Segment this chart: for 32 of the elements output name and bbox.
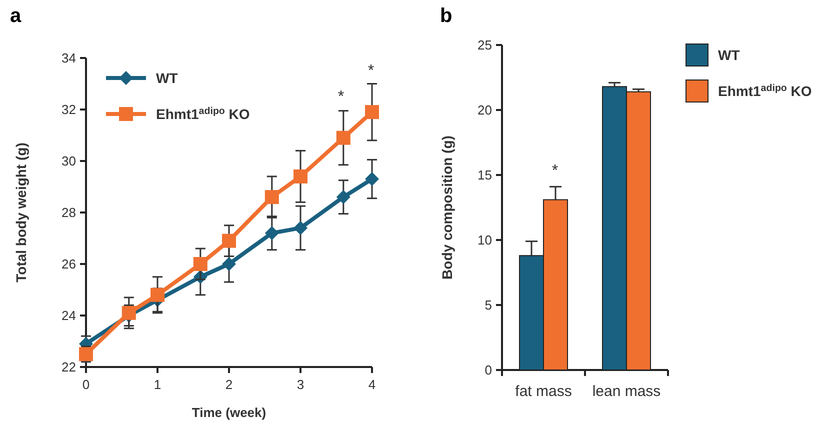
y-tick-label: 28: [62, 205, 76, 220]
x-axis-title: Time (week): [192, 405, 266, 420]
y-tick-label: 20: [478, 102, 492, 118]
annotation: *: [552, 162, 558, 180]
y-tick-label: 22: [62, 360, 76, 375]
x-tick-label: 3: [296, 377, 304, 392]
y-tick-label: 24: [62, 308, 76, 324]
chart-title: b: [440, 5, 452, 27]
y-tick-label: 30: [62, 154, 76, 169]
x-tick-label: fat mass: [515, 383, 572, 400]
y-tick-label: 34: [62, 50, 76, 66]
x-tick-label: 4: [368, 377, 376, 392]
y-tick-label: 0: [484, 362, 492, 378]
legend-label: Ehmt1$^{adipo}$ KO: [156, 105, 250, 122]
x-tick-label: 2: [225, 377, 233, 392]
legend-label: WT: [156, 70, 178, 86]
x-tick-label: 1: [154, 377, 162, 392]
y-tick-label: 32: [62, 102, 76, 118]
chart-title: a: [10, 5, 22, 27]
y-tick-label: 15: [478, 168, 492, 183]
legend-label: Ehmt1$^{adipo}$ KO: [718, 82, 812, 99]
annotation: *: [368, 62, 374, 80]
y-tick-label: 5: [484, 298, 492, 313]
y-tick-label: 10: [478, 232, 492, 248]
legend-label: WT: [718, 46, 740, 63]
y-tick-label: 25: [478, 38, 492, 53]
y-axis-title: Total body weight (g): [13, 142, 29, 282]
y-axis-title: Body composition (g): [439, 136, 455, 280]
x-tick-label: lean mass: [592, 383, 661, 400]
y-tick-label: 26: [62, 256, 76, 272]
x-tick-label: 0: [82, 377, 90, 392]
annotation: *: [338, 88, 344, 106]
